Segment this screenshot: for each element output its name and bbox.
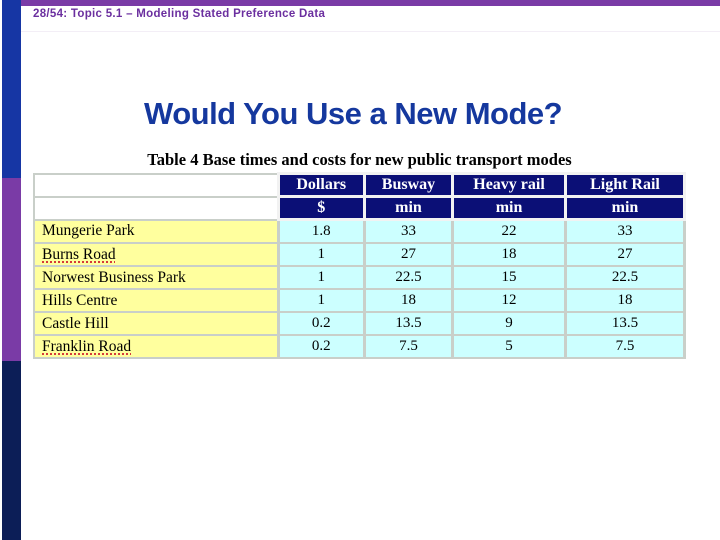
value-cell: 7.5 xyxy=(362,334,455,359)
column-header-dollars: Dollars xyxy=(276,172,366,198)
value-cell: 18 xyxy=(451,242,567,267)
row-name-cell: Franklin Road xyxy=(32,334,280,359)
column-header-heavy-rail: Heavy rail xyxy=(451,172,567,198)
column-header-row: Dollars Busway Heavy rail Light Rail xyxy=(32,172,687,198)
value-cell: 0.2 xyxy=(276,311,366,336)
table-row: Castle Hill 0.2 13.5 9 13.5 xyxy=(32,311,687,336)
left-accent-bar xyxy=(2,0,21,540)
row-name-cell: Burns Road xyxy=(32,242,280,267)
left-accent-bar-bottom-segment xyxy=(2,361,21,540)
value-cell: 22 xyxy=(451,218,567,244)
value-cell: 0.2 xyxy=(276,334,366,359)
row-name-cell: Castle Hill xyxy=(32,311,280,336)
value-cell: 33 xyxy=(563,218,687,244)
value-cell: 1 xyxy=(276,265,366,290)
table-block: Table 4 Base times and costs for new pub… xyxy=(32,150,687,359)
header-divider-line xyxy=(21,31,720,32)
value-cell: 27 xyxy=(362,242,455,267)
value-cell: 15 xyxy=(451,265,567,290)
value-cell: 18 xyxy=(563,288,687,313)
slide-header-text: 28/54: Topic 5.1 – Modeling Stated Prefe… xyxy=(33,8,326,20)
table-row: Mungerie Park 1.8 33 22 33 xyxy=(32,218,687,244)
slide-title: Would You Use a New Mode? xyxy=(144,96,563,131)
table-row: Burns Road 1 27 18 27 xyxy=(32,242,687,267)
value-cell: 5 xyxy=(451,334,567,359)
value-cell: 13.5 xyxy=(362,311,455,336)
left-accent-bar-top-segment xyxy=(2,0,21,178)
value-cell: 22.5 xyxy=(563,265,687,290)
left-accent-bar-middle-segment xyxy=(2,178,21,361)
value-cell: 27 xyxy=(563,242,687,267)
value-cell: 22.5 xyxy=(362,265,455,290)
transport-modes-table: Dollars Busway Heavy rail Light Rail $ m… xyxy=(32,172,687,359)
column-header-busway: Busway xyxy=(362,172,455,198)
table-caption: Table 4 Base times and costs for new pub… xyxy=(147,150,572,169)
unit-header-light-rail: min xyxy=(563,195,687,221)
unit-header-busway: min xyxy=(362,195,455,221)
row-name-cell: Mungerie Park xyxy=(32,218,280,244)
unit-header-dollars: $ xyxy=(276,195,366,221)
value-cell: 1 xyxy=(276,242,366,267)
value-cell: 7.5 xyxy=(563,334,687,359)
value-cell: 13.5 xyxy=(563,311,687,336)
blank-header-cell xyxy=(32,172,280,198)
value-cell: 33 xyxy=(362,218,455,244)
top-accent-bar xyxy=(21,0,720,6)
value-cell: 18 xyxy=(362,288,455,313)
row-name-cell: Norwest Business Park xyxy=(32,265,280,290)
value-cell: 9 xyxy=(451,311,567,336)
value-cell: 1 xyxy=(276,288,366,313)
unit-header-heavy-rail: min xyxy=(451,195,567,221)
table-row: Hills Centre 1 18 12 18 xyxy=(32,288,687,313)
column-header-light-rail: Light Rail xyxy=(563,172,687,198)
value-cell: 12 xyxy=(451,288,567,313)
unit-header-row: $ min min min xyxy=(32,195,687,221)
table-row: Franklin Road 0.2 7.5 5 7.5 xyxy=(32,334,687,359)
row-name-cell: Hills Centre xyxy=(32,288,280,313)
blank-header-cell xyxy=(32,195,280,221)
table-body: Mungerie Park 1.8 33 22 33 Burns Road 1 27 18 27 N… xyxy=(32,218,687,359)
table-row: Norwest Business Park 1 22.5 15 22.5 xyxy=(32,265,687,290)
value-cell: 1.8 xyxy=(276,218,366,244)
